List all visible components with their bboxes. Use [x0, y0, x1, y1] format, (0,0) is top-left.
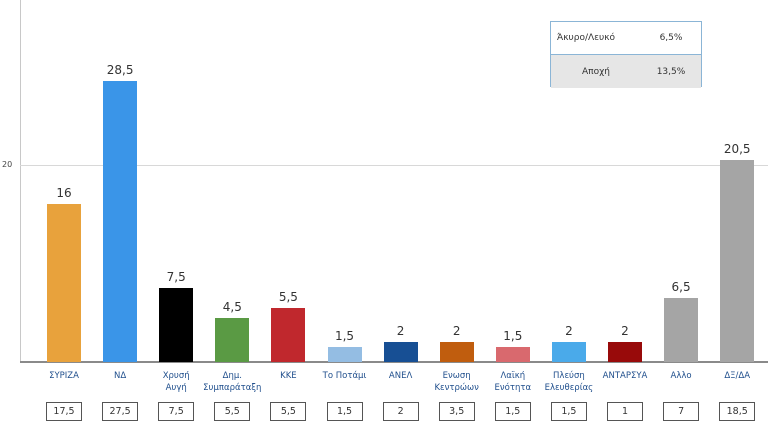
bar-value-label: 2 [452, 324, 461, 339]
bar-value-label: 4,5 [222, 299, 242, 314]
bar-value-label: 20,5 [723, 142, 751, 157]
bar-value-label: 16 [56, 186, 72, 201]
category-label: ΑΝΤΑΡΣΥΑ [602, 371, 648, 381]
category-label: ΔΞ/ΔΑ [724, 371, 751, 381]
bar [383, 342, 418, 362]
legend-label: Αποχή [582, 66, 610, 77]
gridline-20 [20, 165, 768, 166]
category-label: Το Ποτάμι [322, 371, 367, 381]
previous-value-box: 3,5 [438, 402, 475, 421]
bar [159, 288, 194, 362]
legend-label: Άκυρο/Λευκό [557, 33, 616, 43]
bar [271, 307, 306, 362]
x-axis-baseline [20, 361, 768, 363]
previous-value-box: 7 [663, 402, 700, 421]
bar-value-label: 5,5 [278, 289, 298, 304]
previous-value-box: 5,5 [214, 402, 251, 421]
bar [495, 347, 530, 362]
previous-value-box: 27,5 [102, 402, 139, 421]
category-label: ΣΥΡΙΖΑ [49, 371, 79, 381]
previous-value-box: 1,5 [326, 402, 363, 421]
y-axis [20, 0, 21, 362]
bar-value-label: 2 [396, 324, 405, 339]
previous-value-box: 7,5 [158, 402, 195, 421]
previous-value-box: 18,5 [719, 402, 756, 421]
previous-value-box: 5,5 [270, 402, 307, 421]
bar-value-label: 1,5 [334, 329, 355, 344]
bar-value-label: 1,5 [503, 329, 523, 344]
legend-value: 6,5% [659, 33, 683, 43]
legend-row-abstention: Αποχή 13,5% [551, 54, 701, 88]
bar-value-label: 28,5 [106, 63, 134, 78]
category-label: Πλεύση Ελευθερίας [544, 371, 594, 393]
legend-value: 13,5% [656, 66, 686, 77]
bar-value-label: 2 [621, 324, 629, 339]
previous-value-box: 2 [382, 402, 419, 421]
legend-row-invalid: Άκυρο/Λευκό 6,5% [551, 22, 701, 54]
bar [327, 347, 362, 362]
previous-value-box: 1,5 [494, 402, 531, 421]
bar [47, 204, 81, 362]
legend-table: Άκυρο/Λευκό 6,5% Αποχή 13,5% [550, 21, 702, 88]
category-label: Ενωση Κεντρώων [434, 371, 479, 393]
bar [551, 342, 586, 362]
category-label: ΑΝΕΛ [388, 371, 413, 381]
category-label: ΝΔ [114, 371, 127, 381]
bar-value-label: 7,5 [166, 270, 186, 285]
category-label: Χρυσή Αυγή [162, 371, 190, 393]
bar-value-label: 2 [565, 324, 573, 339]
bar-value-label: 6,5 [671, 279, 691, 294]
previous-value-box: 1,5 [550, 402, 587, 421]
bar [720, 160, 755, 362]
category-label: Αλλο [670, 371, 692, 381]
bar [439, 342, 474, 362]
bar [664, 297, 699, 362]
bar [215, 317, 250, 362]
category-label: Δημ. Συμπαράταξη [203, 371, 262, 393]
previous-value-box: 1 [607, 402, 643, 421]
previous-value-box: 17,5 [46, 402, 82, 421]
bar [608, 342, 642, 362]
category-label: ΚΚΕ [280, 371, 297, 381]
y-tick-20: 20 [2, 160, 13, 169]
category-label: Λαϊκή Ενότητα [494, 371, 532, 393]
bar [103, 81, 138, 362]
